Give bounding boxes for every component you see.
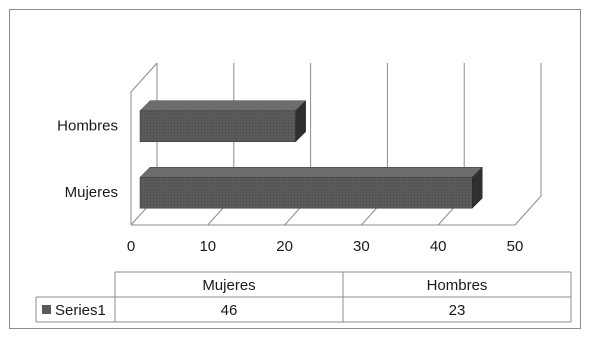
x-tick-label: 30 (353, 238, 370, 255)
table-cell: 23 (449, 302, 466, 319)
x-tick-label: 0 (127, 238, 135, 255)
table-cell: 46 (221, 302, 238, 319)
bar-top-face (139, 167, 483, 178)
axis-labels: Mujeres Hombres 0 10 20 30 40 50 (57, 117, 523, 255)
category-label: Hombres (57, 117, 118, 134)
x-tick-label: 20 (276, 238, 293, 255)
bar (139, 110, 296, 142)
legend-key (42, 305, 51, 314)
bar-side-face (472, 166, 483, 209)
bar-top-face (139, 100, 307, 111)
table-row-label: Series1 (55, 302, 106, 319)
x-tick-label: 50 (507, 238, 524, 255)
x-tick-label: 10 (199, 238, 216, 255)
data-table: Mujeres Hombres Series1 46 23 (35, 271, 572, 323)
gridline-floor (514, 195, 542, 226)
bars (139, 100, 483, 209)
category-label: Mujeres (65, 184, 118, 201)
table-header: Mujeres (202, 277, 255, 294)
table-header: Hombres (427, 277, 488, 294)
bar-side-face (295, 100, 306, 143)
side-wall-top (130, 62, 158, 93)
x-tick-label: 40 (430, 238, 447, 255)
bar (139, 177, 473, 209)
